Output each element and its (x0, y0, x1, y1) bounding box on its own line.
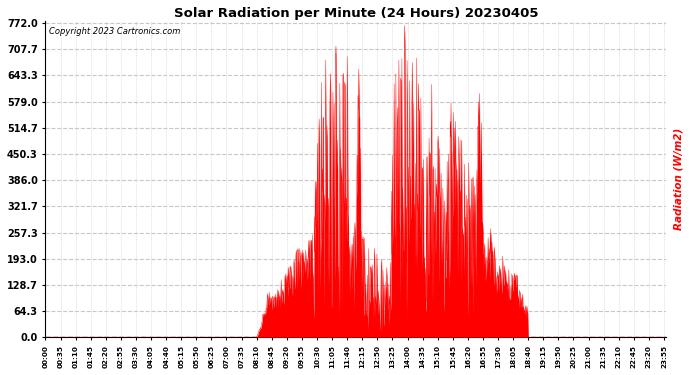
Y-axis label: Radiation (W/m2): Radiation (W/m2) (673, 128, 683, 230)
Title: Solar Radiation per Minute (24 Hours) 20230405: Solar Radiation per Minute (24 Hours) 20… (173, 7, 538, 20)
Text: Copyright 2023 Cartronics.com: Copyright 2023 Cartronics.com (48, 27, 180, 36)
